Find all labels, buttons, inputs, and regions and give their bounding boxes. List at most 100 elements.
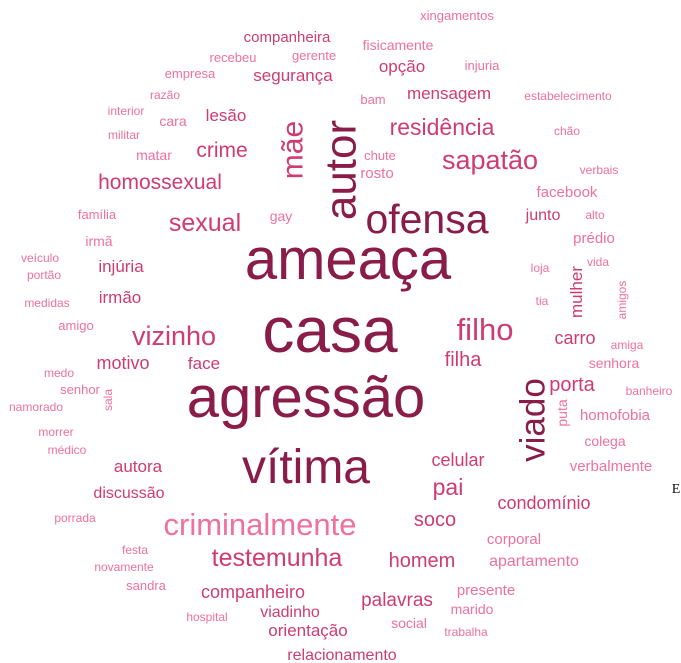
word: estabelecimento — [524, 89, 612, 103]
word: família — [78, 207, 117, 222]
word: sala — [101, 389, 115, 411]
word: amigo — [58, 318, 93, 333]
word: homofobia — [580, 407, 651, 424]
word: loja — [531, 261, 550, 275]
word: porta — [549, 374, 595, 396]
word: filho — [457, 312, 514, 347]
word: mensagem — [407, 84, 491, 103]
word: rosto — [360, 165, 393, 182]
word: injuria — [465, 58, 500, 73]
word: mãe — [277, 121, 310, 179]
word: trabalha — [444, 625, 488, 639]
word: xingamentos — [420, 8, 494, 23]
word: criminalmente — [164, 507, 357, 542]
word: porrada — [54, 511, 96, 525]
word: ofensa — [365, 196, 488, 242]
word: sandra — [126, 578, 167, 593]
word: junto — [525, 207, 561, 224]
word: interior — [108, 104, 145, 118]
word: médico — [48, 443, 87, 457]
word: autor — [316, 120, 365, 220]
word: carro — [554, 328, 595, 348]
word: morrer — [38, 425, 73, 439]
word: viado — [513, 378, 552, 462]
word: viadinho — [260, 604, 320, 621]
word: testemunha — [212, 544, 343, 572]
word: portão — [27, 268, 61, 282]
word: chão — [554, 124, 580, 138]
word: apartamento — [489, 553, 579, 570]
word: gay — [270, 208, 293, 224]
word: novamente — [94, 560, 154, 574]
word: recebeu — [210, 50, 257, 65]
word: razão — [150, 88, 180, 102]
word: agressão — [187, 365, 426, 430]
word: puta — [554, 399, 570, 426]
word: discussão — [93, 485, 164, 502]
word: amiga — [611, 338, 644, 352]
word: autora — [114, 457, 163, 476]
word: namorado — [9, 400, 63, 414]
word: lesão — [206, 106, 247, 125]
word: injúria — [98, 257, 144, 276]
word: tia — [536, 294, 549, 308]
word: gerente — [292, 48, 336, 63]
word: medidas — [24, 296, 69, 310]
word: pai — [433, 474, 464, 500]
word: irmão — [99, 288, 142, 307]
word: senhor — [60, 382, 100, 397]
word: vítima — [242, 441, 370, 494]
word: chute — [364, 148, 396, 163]
word: alto — [585, 208, 605, 222]
word: hospital — [186, 610, 227, 624]
word: opção — [379, 57, 425, 76]
word: sexual — [169, 209, 241, 237]
word: amigos — [615, 281, 629, 320]
word: soco — [414, 509, 456, 531]
word: senhora — [589, 355, 640, 371]
word: verbais — [580, 163, 619, 177]
word: celular — [431, 450, 484, 470]
word: face — [188, 354, 220, 373]
word: companheira — [244, 29, 331, 46]
word: facebook — [537, 184, 598, 201]
word: condomínio — [497, 493, 590, 513]
word: banheiro — [626, 384, 673, 398]
word: prédio — [573, 230, 615, 247]
word: sapatão — [442, 145, 538, 175]
word: segurança — [253, 66, 333, 85]
word: colega — [584, 433, 625, 449]
word: cara — [159, 113, 186, 129]
word: mulher — [567, 266, 586, 318]
word: vida — [587, 255, 609, 269]
word: verbalmente — [570, 458, 653, 475]
word: corporal — [487, 531, 541, 548]
word: palavras — [361, 590, 433, 611]
word: residência — [390, 114, 495, 140]
word: motivo — [96, 353, 149, 373]
word: homossexual — [98, 171, 222, 194]
word: empresa — [165, 66, 216, 81]
word: marido — [451, 601, 494, 617]
word: matar — [136, 147, 172, 163]
word: ameaça — [245, 227, 452, 292]
word: homem — [389, 550, 456, 572]
word: relacionamento — [287, 647, 397, 663]
word: orientação — [268, 621, 347, 640]
word: bam — [360, 92, 385, 107]
word: filha — [445, 349, 483, 371]
word: militar — [108, 128, 140, 142]
word: casa — [262, 294, 398, 366]
word: festa — [122, 543, 148, 557]
word: E — [672, 482, 681, 497]
word: companheiro — [201, 582, 305, 602]
word: veículo — [21, 251, 59, 265]
word: irmã — [85, 233, 112, 249]
word: medo — [44, 366, 74, 380]
word: fisicamente — [363, 37, 434, 53]
word: social — [391, 615, 427, 631]
word: presente — [457, 582, 515, 599]
word: crime — [196, 139, 247, 162]
word: vizinho — [132, 321, 216, 351]
